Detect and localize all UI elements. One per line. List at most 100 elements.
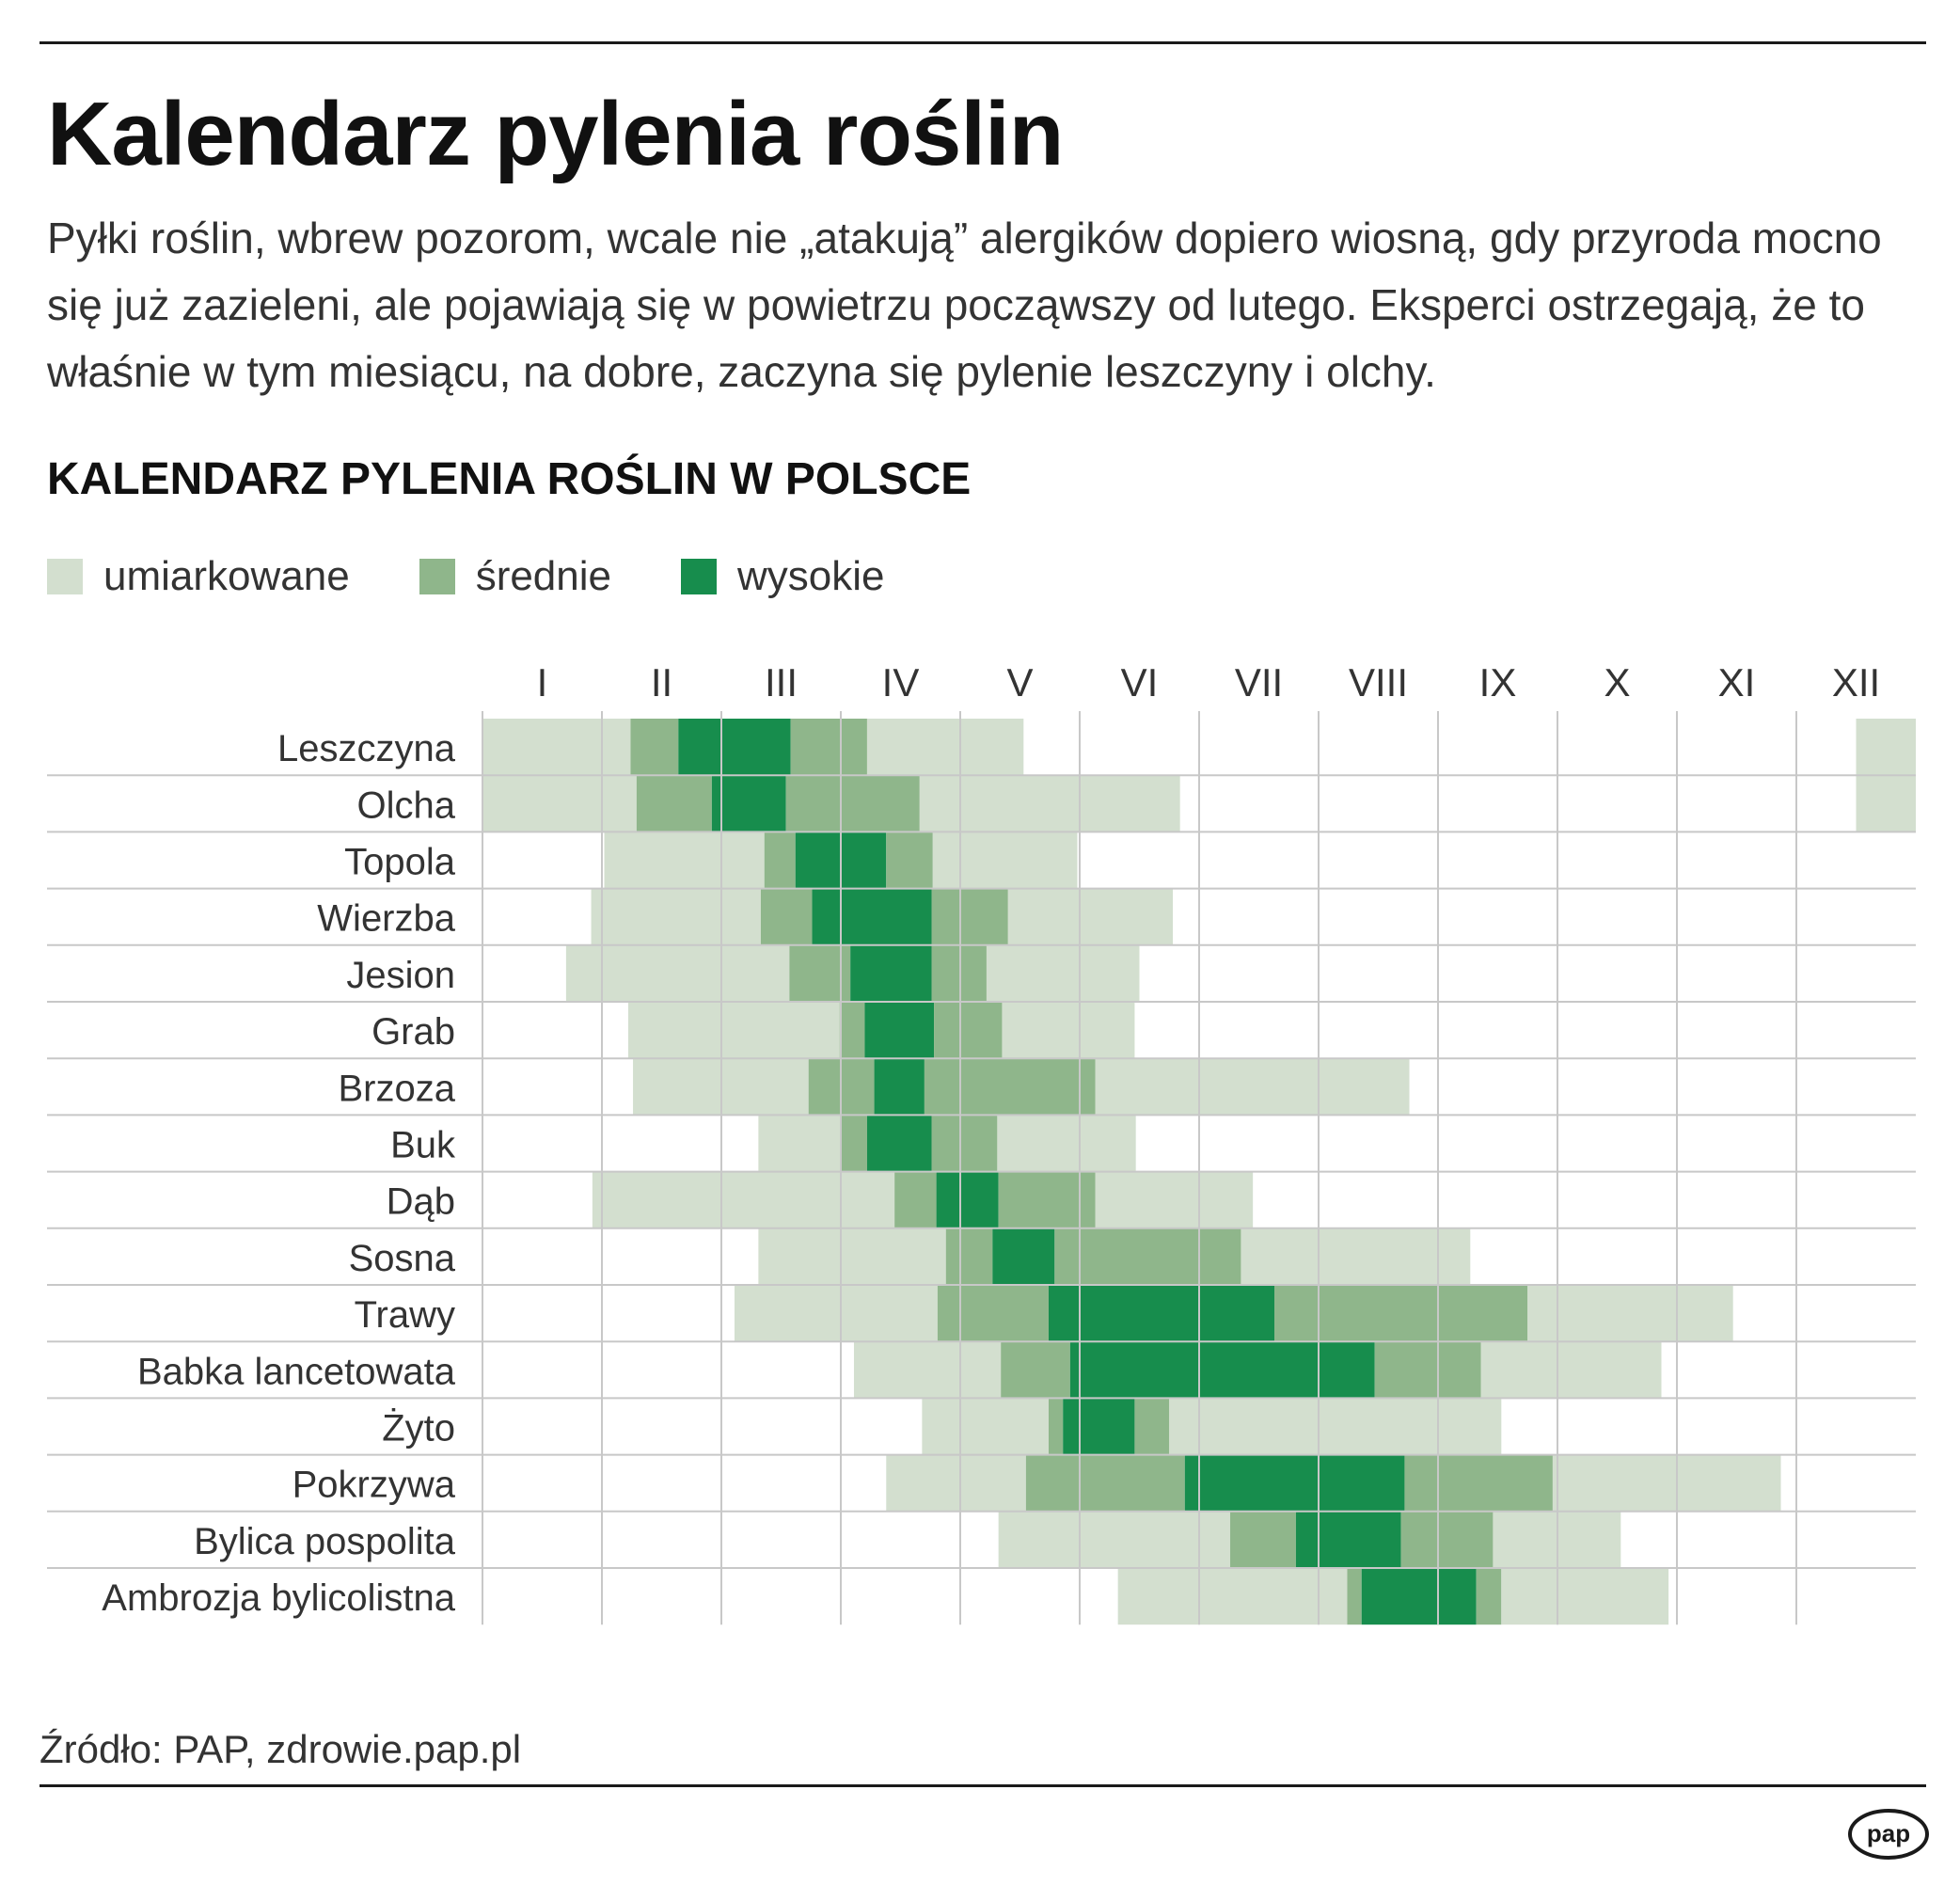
plant-label: Jesion <box>346 955 455 996</box>
legend-swatch-umiarkowane <box>47 559 83 594</box>
pollen-bar <box>636 775 712 832</box>
pollen-bar <box>1134 1398 1170 1455</box>
pollen-bar <box>482 719 631 776</box>
pollen-bar <box>839 1002 865 1059</box>
legend-label-srednie: średnie <box>475 553 611 599</box>
plant-label: Żyto <box>382 1407 455 1450</box>
pollen-bar <box>932 832 1078 889</box>
pollen-bar <box>1048 1398 1064 1455</box>
pollen-bar <box>1184 1454 1405 1512</box>
source-note: Źródło: PAP, zdrowie.pap.pl <box>40 1727 522 1771</box>
bottom-rule <box>40 1784 1926 1787</box>
pollen-bar <box>1095 1171 1254 1228</box>
pap-logo-text: pap <box>1867 1819 1910 1847</box>
pollen-bar <box>931 888 1008 945</box>
legend-item-umiarkowane: umiarkowane <box>47 553 350 600</box>
plant-label: Buk <box>390 1125 456 1166</box>
plant-label: Grab <box>371 1011 455 1053</box>
month-label: XI <box>1718 660 1756 705</box>
plant-label: Olcha <box>357 784 456 826</box>
pollen-bar <box>1527 1285 1733 1342</box>
pollen-bar <box>711 775 786 832</box>
month-label: V <box>1006 660 1033 705</box>
pollen-bar <box>758 1115 841 1172</box>
legend-label-wysokie: wysokie <box>737 553 885 599</box>
pollen-bar <box>1025 1454 1185 1512</box>
pollen-bar <box>997 1115 1136 1172</box>
legend-swatch-wysokie <box>681 559 717 594</box>
plant-label: Ambrozja bylicolistna <box>102 1577 455 1619</box>
pollen-bar <box>758 1228 946 1285</box>
pollen-bar <box>945 1228 993 1285</box>
top-rule <box>40 41 1926 44</box>
pollen-bar <box>1169 1398 1502 1455</box>
legend-item-srednie: średnie <box>419 553 611 600</box>
pollen-bar <box>1054 1228 1241 1285</box>
plant-label: Bylica pospolita <box>194 1521 456 1562</box>
pollen-bar <box>482 775 637 832</box>
month-label: XII <box>1832 660 1880 705</box>
page-title: Kalendarz pylenia roślin <box>47 84 1064 184</box>
pollen-bar <box>986 944 1140 1002</box>
pollen-bar <box>678 719 791 776</box>
month-label: VII <box>1235 660 1283 705</box>
pollen-bar <box>931 1115 998 1172</box>
pollen-bar <box>1117 1568 1348 1625</box>
pollen-bar <box>565 944 790 1002</box>
pollen-bar <box>1347 1568 1362 1625</box>
pollen-bar <box>934 1002 1003 1059</box>
pollen-calendar-chart: I II III IV V VI VII VIII IX X XI XIILeszczynaOlcha… <box>47 660 1916 1625</box>
pollen-bar <box>1069 1341 1375 1399</box>
pollen-bar <box>1095 1058 1410 1116</box>
pap-logo-icon: pap <box>1848 1809 1929 1860</box>
pollen-bar <box>627 1002 840 1059</box>
pollen-bar <box>1476 1568 1502 1625</box>
month-label: I <box>537 660 548 705</box>
pollen-bar <box>1374 1341 1481 1399</box>
pollen-bar <box>886 1454 1026 1512</box>
pollen-bar <box>998 1171 1096 1228</box>
pollen-bar <box>1048 1285 1275 1342</box>
plant-label: Sosna <box>349 1238 456 1279</box>
pollen-bar <box>812 888 932 945</box>
pollen-bar <box>922 1398 1049 1455</box>
chart-title: KALENDARZ PYLENIA ROŚLIN W POLSCE <box>47 454 972 504</box>
pollen-bar <box>841 1115 867 1172</box>
pollen-bar <box>998 1511 1231 1568</box>
month-label: VIII <box>1349 660 1408 705</box>
month-label: VI <box>1121 660 1159 705</box>
legend-item-wysokie: wysokie <box>681 553 885 600</box>
pollen-bar <box>1230 1511 1296 1568</box>
legend-swatch-srednie <box>419 559 455 594</box>
pollen-bar <box>1552 1454 1781 1512</box>
pollen-bar <box>1404 1454 1553 1512</box>
pollen-bar <box>1480 1341 1662 1399</box>
pollen-bar <box>1241 1228 1471 1285</box>
pollen-bar <box>1361 1568 1477 1625</box>
pollen-bar <box>734 1285 938 1342</box>
plant-label: Dąb <box>387 1181 455 1223</box>
pollen-bar <box>924 1058 1096 1116</box>
pollen-bar <box>630 719 679 776</box>
plant-label: Brzoza <box>339 1068 456 1109</box>
pollen-bar <box>886 832 933 889</box>
pollen-bar <box>866 1115 932 1172</box>
pollen-bar <box>1063 1398 1135 1455</box>
pollen-bar <box>1295 1511 1401 1568</box>
pollen-bar <box>1400 1511 1494 1568</box>
pollen-bar <box>604 832 765 889</box>
pollen-bar <box>1501 1568 1669 1625</box>
month-label: III <box>765 660 798 705</box>
pollen-bar <box>936 1171 999 1228</box>
pollen-bar <box>591 888 761 945</box>
pollen-bar <box>937 1285 1049 1342</box>
month-label: X <box>1604 660 1630 705</box>
pollen-bar <box>850 944 932 1002</box>
pollen-bar <box>790 719 867 776</box>
pollen-bar <box>919 775 1180 832</box>
pollen-bar <box>1007 888 1174 945</box>
pollen-bar <box>785 775 920 832</box>
plant-label: Pokrzywa <box>292 1465 456 1506</box>
pollen-bar <box>853 1341 1002 1399</box>
pollen-bar <box>764 832 796 889</box>
